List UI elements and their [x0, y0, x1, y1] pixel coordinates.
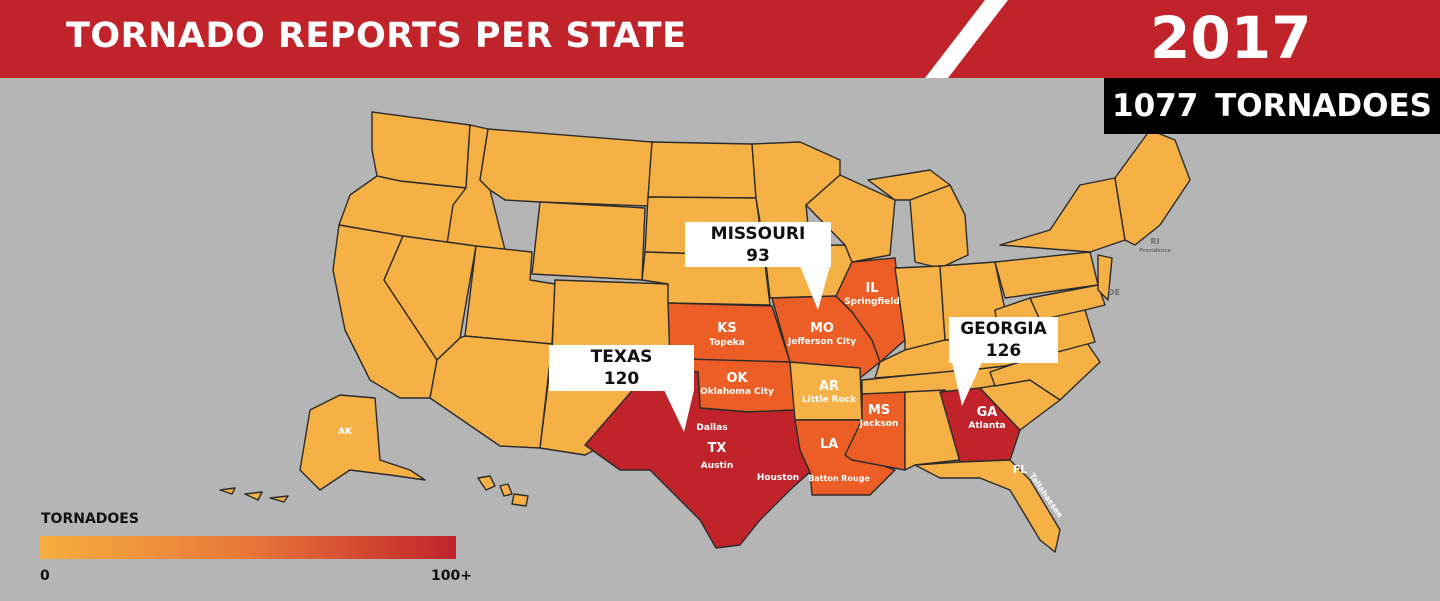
- state-city-ar: Little Rock: [802, 395, 857, 405]
- city-dallas: Dallas: [696, 423, 727, 433]
- state-abbr-ri: RI: [1150, 237, 1159, 246]
- callout-state-name: GEORGIA: [960, 319, 1047, 339]
- state-city-ks: Topeka: [709, 338, 745, 348]
- state-wi: [805, 174, 896, 263]
- page-title: TORNADO REPORTS PER STATE: [66, 16, 687, 56]
- state-city-mo: Jefferson City: [787, 337, 856, 347]
- state-city-ms: Jackson: [859, 419, 899, 429]
- total-tornadoes: 1077 TORNADOES: [1104, 78, 1440, 134]
- callout-missouri: MISSOURI 93: [685, 222, 831, 267]
- state-wa: [371, 111, 471, 189]
- state-city-ga: Atlanta: [968, 421, 1005, 431]
- callout-state-name: MISSOURI: [710, 224, 806, 244]
- state-wy: [531, 201, 646, 281]
- state-abbr-mo: MO: [810, 321, 834, 336]
- year-label: 2017: [1150, 4, 1312, 72]
- state-abbr-il: IL: [865, 281, 878, 296]
- header-stripe: [925, 0, 1008, 78]
- state-abbr-de: DE: [1108, 288, 1120, 297]
- state-mt: [479, 128, 653, 207]
- callout-pointer-texas: [664, 390, 694, 432]
- state-city-tx: Austin: [701, 461, 734, 471]
- state-az: [429, 335, 553, 449]
- callout-texas: TEXAS 120: [549, 345, 694, 391]
- state-mi-up: [867, 169, 951, 201]
- state-abbr-ar: AR: [819, 379, 839, 394]
- state-city-il: Springfield: [844, 297, 900, 307]
- header-banner: TORNADO REPORTS PER STATE 2017: [0, 0, 1440, 78]
- state-abbr-la: LA: [820, 437, 838, 452]
- callout-pointer-georgia: [952, 362, 982, 406]
- legend-min-label: 0: [40, 568, 50, 584]
- state-abbr-ga: GA: [977, 405, 998, 420]
- state-tx: [584, 369, 811, 549]
- state-nd: [647, 141, 757, 199]
- callout-state-name: TEXAS: [590, 347, 653, 367]
- legend-title: TORNADOES: [41, 511, 139, 527]
- state-city-la: Batton Rouge: [808, 474, 870, 483]
- state-abbr-ok: OK: [726, 371, 748, 386]
- state-ny: [999, 177, 1126, 253]
- callout-count: 120: [603, 369, 640, 389]
- state-abbr-ak: AK: [338, 427, 353, 437]
- state-md-de: [1029, 284, 1106, 321]
- legend-max-label: 100+: [431, 568, 472, 584]
- callout-count: 126: [985, 341, 1022, 361]
- state-new-england: [1114, 129, 1191, 246]
- state-city-ok: Oklahoma City: [700, 387, 774, 397]
- state-hi: [477, 475, 529, 507]
- callout-pointer-missouri: [800, 266, 830, 310]
- state-ga: [939, 387, 1021, 463]
- state-ak: [299, 394, 426, 491]
- callout-count: 93: [746, 246, 770, 266]
- state-nj: [1097, 254, 1113, 301]
- callout-georgia: GEORGIA 126: [949, 317, 1058, 363]
- legend-gradient-bar: [40, 536, 456, 559]
- ak-islands: [219, 487, 289, 503]
- state-abbr-fl: FL: [1013, 463, 1028, 476]
- state-abbr-tx: TX: [708, 441, 727, 456]
- state-fl: [914, 459, 1061, 553]
- state-city-ri: Providence: [1139, 248, 1171, 254]
- state-abbr-ks: KS: [717, 321, 736, 336]
- city-houston: Houston: [757, 473, 799, 483]
- state-abbr-ms: MS: [868, 403, 890, 418]
